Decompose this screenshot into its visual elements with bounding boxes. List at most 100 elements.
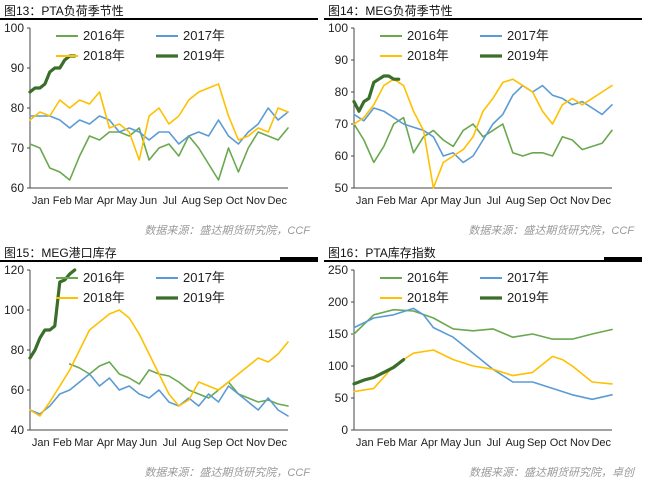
y-tick-label: 200 (328, 295, 348, 309)
y-tick-label: 70 (335, 117, 349, 131)
chart-title: 图13：PTA负荷季节性 (4, 4, 124, 18)
source-note: 数据来源：盛达期货研究院，CCF (144, 225, 310, 237)
x-tick-label: Aug (181, 195, 201, 207)
title-rule (324, 260, 642, 262)
series-line (29, 309, 289, 417)
x-tick-label: Apr (97, 195, 114, 207)
legend-label: 2019年 (183, 290, 225, 305)
series-line (29, 373, 289, 417)
x-tick-label: Jul (487, 195, 501, 207)
title-rule (324, 18, 642, 20)
x-tick-label: Apr (97, 437, 114, 449)
x-tick-label: Mar (398, 195, 417, 207)
x-tick-label: May (440, 195, 461, 207)
y-tick-label: 90 (335, 53, 349, 67)
series-line (353, 116, 613, 164)
y-tick-label: 100 (328, 21, 348, 35)
x-tick-label: Oct (226, 195, 243, 207)
x-tick-label: Nov (246, 195, 266, 207)
x-tick-label: Nov (570, 195, 590, 207)
x-tick-label: Jan (32, 437, 50, 449)
legend-label: 2019年 (507, 48, 549, 63)
y-tick-label: 80 (11, 101, 25, 115)
y-tick-label: 100 (328, 359, 348, 373)
x-tick-label: May (116, 437, 137, 449)
x-tick-label: Aug (505, 195, 525, 207)
legend-label: 2018年 (407, 290, 449, 305)
legend-label: 2018年 (83, 290, 125, 305)
x-tick-label: Sep (203, 195, 223, 207)
line-chart: 0 50 100 150 200 250 Jan Feb Mar Apr May Jun Jul Aug S… (328, 263, 613, 449)
series-line (353, 349, 613, 393)
y-tick-label: 60 (11, 181, 25, 195)
y-tick-label: 70 (11, 141, 25, 155)
title-rule-accent (280, 257, 318, 260)
x-tick-label: Jun (463, 195, 481, 207)
x-tick-label: Jun (139, 195, 157, 207)
legend-label: 2016年 (407, 28, 449, 43)
chart-title: 图15：MEG港口库存 (4, 246, 117, 260)
series-line (353, 307, 613, 401)
x-tick-label: Jul (163, 195, 177, 207)
x-tick-label: Jan (32, 195, 50, 207)
series-line (28, 268, 77, 360)
legend-label: 2016年 (83, 270, 125, 285)
x-tick-label: Apr (421, 437, 438, 449)
y-tick-label: 90 (11, 61, 25, 75)
chart-panel-meg-port-stock: 图15：MEG港口库存 40 60 80 100 120 Jan Feb Mar Apr May J… (0, 242, 318, 482)
chart-panel-pta-load: 图13：PTA负荷季节性 60 70 80 90 100 Jan Feb Mar Apr May J… (0, 0, 318, 240)
y-tick-label: 150 (328, 327, 348, 341)
x-tick-label: Feb (53, 195, 72, 207)
source-note: 数据来源：盛达期货研究院，CCF (468, 225, 634, 237)
x-tick-label: Jul (163, 437, 177, 449)
x-tick-label: Jun (463, 437, 481, 449)
series-line (29, 127, 289, 181)
legend-label: 2019年 (183, 48, 225, 63)
series-line (352, 74, 401, 113)
legend-label: 2016年 (83, 28, 125, 43)
x-tick-label: Mar (74, 437, 93, 449)
x-tick-label: Aug (181, 437, 201, 449)
title-rule (0, 18, 318, 20)
legend-label: 2018年 (83, 48, 125, 63)
x-tick-label: Nov (570, 437, 590, 449)
x-tick-label: Mar (398, 437, 417, 449)
legend-label: 2016年 (407, 270, 449, 285)
source-note: 数据来源：盛达期货研究院，卓创 (469, 467, 634, 479)
y-tick-label: 60 (335, 149, 349, 163)
y-tick-label: 50 (335, 181, 349, 195)
line-chart: 60 70 80 90 100 Jan Feb Mar Apr May Jun Jul Aug Sep Oc… (4, 21, 289, 207)
x-tick-label: Sep (527, 195, 547, 207)
x-tick-label: May (116, 195, 137, 207)
y-tick-label: 50 (335, 391, 349, 405)
y-tick-label: 100 (4, 303, 24, 317)
x-tick-label: Aug (505, 437, 525, 449)
x-tick-label: Nov (246, 437, 266, 449)
line-chart: 40 60 80 100 120 Jan Feb Mar Apr May Jun Jul Aug Sep O… (4, 263, 289, 449)
x-tick-label: Jan (356, 437, 374, 449)
legend-label: 2017年 (507, 28, 549, 43)
title-rule (0, 260, 318, 262)
y-tick-label: 80 (11, 343, 25, 357)
y-tick-label: 80 (335, 85, 349, 99)
x-tick-label: Feb (53, 437, 72, 449)
y-tick-label: 250 (328, 263, 348, 277)
title-rule-accent (604, 257, 642, 260)
x-tick-label: Sep (527, 437, 547, 449)
chart-title: 图14：MEG负荷季节性 (328, 4, 453, 18)
x-tick-label: Oct (550, 437, 567, 449)
y-tick-label: 120 (4, 263, 24, 277)
x-tick-label: Feb (377, 437, 396, 449)
x-tick-label: Jan (356, 195, 374, 207)
x-tick-label: Dec (591, 437, 611, 449)
series-line (68, 361, 289, 407)
chart-title: 图16：PTA库存指数 (328, 246, 436, 260)
series-line (353, 308, 613, 340)
source-note: 数据来源：盛达期货研究院，CCF (144, 467, 310, 479)
series-line (353, 78, 613, 189)
x-tick-label: Oct (550, 195, 567, 207)
x-tick-label: Apr (421, 195, 438, 207)
x-tick-label: Oct (226, 437, 243, 449)
series-line (28, 54, 77, 94)
y-tick-label: 60 (11, 383, 25, 397)
